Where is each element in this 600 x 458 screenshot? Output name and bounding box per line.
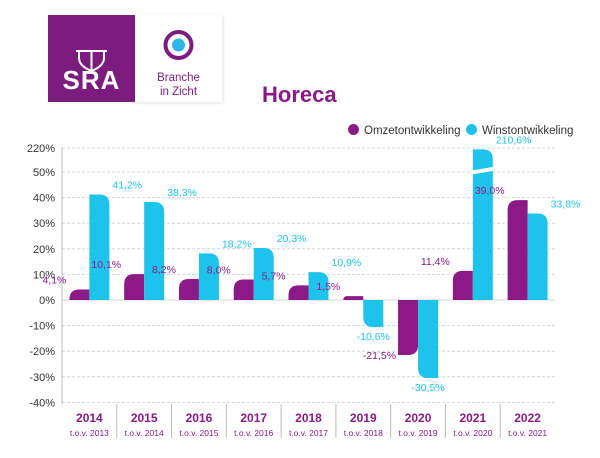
x-tick-label: 2015 [131, 411, 158, 425]
branche-in-zicht-logo: Branche in Zicht [135, 15, 222, 102]
y-tick-label: 20% [33, 244, 55, 256]
y-tick-label: -20% [29, 346, 55, 358]
x-tick-label: 2021 [459, 411, 486, 425]
shield-icon [76, 50, 107, 73]
y-tick-label: 40% [33, 193, 55, 205]
omzet-bar [398, 300, 419, 356]
y-tick-label: 220% [27, 143, 55, 155]
x-tick-sublabel: t.o.v. 2018 [344, 428, 383, 438]
y-tick-label: -40% [29, 397, 55, 409]
omzet-bar [507, 200, 528, 300]
x-tick-sublabel: t.o.v. 2016 [234, 428, 273, 438]
omzet-data-label: -21,5% [363, 350, 396, 362]
x-tick-label: 2014 [76, 411, 103, 425]
winst-data-label: -10,6% [357, 331, 390, 343]
y-tick-label: 0% [39, 295, 55, 307]
branche-logo-line2: in Zicht [159, 86, 198, 98]
target-icon [163, 30, 194, 60]
winst-data-label: 20,3% [277, 233, 307, 245]
x-tick-sublabel: t.o.v. 2017 [289, 428, 328, 438]
omzet-bar [178, 279, 199, 300]
y-tick-label: 10% [33, 269, 55, 281]
winst-bar [144, 201, 165, 300]
x-tick-sublabel: t.o.v. 2015 [179, 428, 218, 438]
x-tick-sublabel: t.o.v. 2013 [70, 428, 109, 438]
omzet-bar [233, 279, 254, 300]
winst-bar [363, 300, 384, 328]
x-tick-label: 2016 [186, 411, 213, 425]
legend-winst-label: Winstontwikkeling [482, 125, 574, 137]
legend-winst: Winstontwikkeling [466, 124, 573, 137]
omzet-data-label: 5,7% [262, 270, 286, 282]
omzet-data-label: 8,0% [207, 265, 231, 277]
x-tick-label: 2019 [350, 411, 377, 425]
sra-logo: SRA [48, 15, 135, 102]
x-tick-label: 2020 [405, 411, 432, 425]
omzet-data-label: 8,2% [152, 264, 176, 276]
chart-title: Horeca [262, 82, 337, 107]
winst-bar [253, 248, 274, 300]
x-tick-sublabel: t.o.v. 2014 [125, 428, 164, 438]
winst-bar [418, 300, 439, 379]
legend-winst-marker [466, 124, 477, 135]
winst-data-label: 33,8% [551, 198, 581, 210]
winst-data-label: 38,3% [167, 187, 197, 199]
x-tick-label: 2022 [514, 411, 541, 425]
winst-bar [89, 194, 110, 300]
omzet-data-label: 10,1% [91, 259, 121, 271]
winst-data-label: -30,5% [411, 382, 444, 394]
legend-omzet-label: Omzetontwikkeling [364, 125, 461, 137]
omzet-data-label: 1,5% [316, 281, 340, 293]
x-tick-sublabel: t.o.v. 2020 [453, 428, 492, 438]
x-tick-sublabel: t.o.v. 2021 [508, 428, 547, 438]
legend-omzet: Omzetontwikkeling [348, 124, 461, 137]
winst-data-label: 18,2% [222, 238, 252, 250]
omzet-data-label: 11,4% [421, 256, 450, 268]
winst-data-label: 210,6% [496, 134, 532, 146]
branche-logo-line1: Branche [157, 72, 200, 84]
omzet-bar [124, 274, 145, 300]
x-tick-sublabel: t.o.v. 2019 [399, 428, 438, 438]
omzet-bar [69, 289, 90, 300]
winst-bar [198, 253, 219, 300]
axis-break-mark [470, 166, 495, 175]
y-tick-label: 50% [33, 167, 55, 179]
winst-data-label: 41,2% [112, 180, 142, 192]
legend-omzet-marker [348, 124, 359, 135]
winst-data-label: 10,9% [332, 257, 362, 269]
y-tick-label: -10% [29, 321, 55, 333]
y-tick-label: -30% [29, 372, 55, 384]
omzet-bar [343, 296, 364, 300]
omzet-bar [452, 270, 473, 300]
winst-bar [472, 149, 493, 300]
y-tick-label: 30% [33, 218, 55, 230]
winst-bar [527, 213, 548, 300]
omzet-data-label: 39,0% [475, 185, 505, 197]
x-tick-label: 2018 [295, 411, 322, 425]
x-tick-label: 2017 [240, 411, 267, 425]
winst-bar [308, 272, 329, 300]
omzet-bar [288, 285, 309, 300]
sra-logo-text: SRA [62, 65, 121, 95]
omzet-data-label: 4,1% [42, 275, 66, 287]
